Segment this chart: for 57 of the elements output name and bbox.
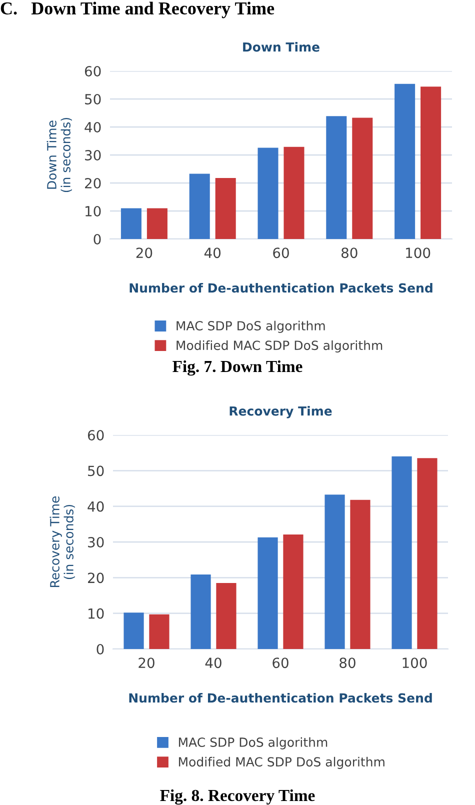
y-tick-label: 50 <box>85 94 101 104</box>
caption: Fig. 8. Recovery Time <box>160 789 315 805</box>
bar <box>190 574 211 649</box>
bar <box>189 174 210 239</box>
bar <box>149 614 170 649</box>
bar <box>352 118 373 239</box>
bar <box>350 500 370 649</box>
y-tick-label: 50 <box>88 466 104 476</box>
y-tick-label: 10 <box>86 206 101 216</box>
x-tick-label: 80 <box>340 658 356 668</box>
y-tick-label: 0 <box>96 644 104 654</box>
x-tick-label: 20 <box>138 658 154 668</box>
y-tick-label: 20 <box>85 178 101 188</box>
x-tick-label: 60 <box>273 248 289 258</box>
legend-label: Modified MAC SDP DoS algorithm <box>178 756 384 769</box>
bar <box>417 458 438 649</box>
bar <box>258 148 278 239</box>
x-tick-label: 40 <box>205 658 222 668</box>
y-tick-label: 40 <box>88 501 104 512</box>
bar <box>324 494 345 649</box>
legend-label: MAC SDP DoS algorithm <box>178 737 328 750</box>
bar <box>215 178 236 239</box>
bar <box>326 116 347 239</box>
x-tick-label: 80 <box>342 248 358 258</box>
y-tick-label: 20 <box>88 572 104 584</box>
legend-label: MAC SDP DoS algorithm <box>176 320 325 333</box>
y-tick-label: 30 <box>85 150 101 160</box>
chart-title: Recovery Time <box>230 406 332 418</box>
bar <box>216 583 236 649</box>
bar <box>420 86 442 239</box>
text: C. Down Time and Recovery Time <box>0 2 274 18</box>
y-tick-label: 60 <box>88 430 104 440</box>
y-tick-label: 0 <box>94 234 101 244</box>
bar <box>120 208 142 239</box>
bar <box>283 534 304 649</box>
bar <box>284 146 304 239</box>
x-tick-label: 100 <box>402 658 427 668</box>
caption: Fig. 7. Down Time <box>172 360 302 376</box>
bar <box>124 612 144 649</box>
legend-label: Modified MAC SDP DoS algorithm <box>176 340 382 353</box>
y-tick-label: 10 <box>88 608 104 619</box>
y-tick-label: 40 <box>84 122 101 132</box>
x-tick-label: 40 <box>204 248 221 258</box>
y-tick-label: 60 <box>84 66 101 76</box>
x-axis-title: Number of De-authentication Packets Send <box>130 282 432 293</box>
x-tick-label: 20 <box>136 248 152 258</box>
bar <box>146 208 168 239</box>
y-axis-title: Recovery Time (in seconds) <box>50 496 75 588</box>
y-tick-label: 30 <box>88 536 104 548</box>
y-axis-title: Down Time (in seconds) <box>46 118 72 192</box>
x-axis-title: Number of De-authentication Packets Send <box>129 692 432 703</box>
x-tick-label: 60 <box>272 658 288 668</box>
bar <box>392 456 412 649</box>
bar <box>258 537 278 649</box>
chart-title: Down Time <box>243 42 320 52</box>
x-tick-label: 100 <box>406 248 430 258</box>
bar <box>394 84 416 239</box>
